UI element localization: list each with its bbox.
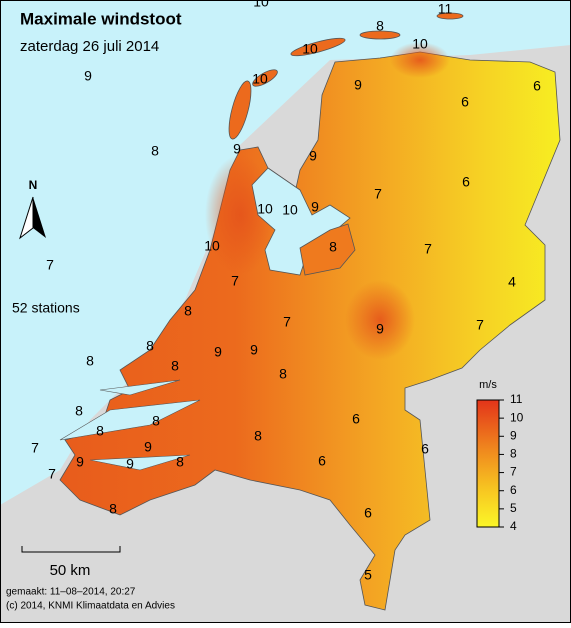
- scale-label: 50 km: [50, 562, 91, 579]
- station-value: 8: [146, 338, 154, 354]
- north-arrow: [33, 197, 46, 238]
- legend-unit: m/s: [479, 379, 497, 391]
- color-bar: [476, 399, 500, 528]
- station-count: 52 stations: [12, 300, 80, 316]
- station-value: 8: [152, 413, 160, 429]
- scale-bar: [21, 546, 121, 553]
- station-value: 7: [424, 241, 432, 257]
- island: [359, 30, 401, 40]
- station-value: 10: [257, 201, 273, 217]
- station-value: 6: [461, 94, 469, 110]
- legend-tick-label: 8: [510, 447, 517, 461]
- station-value: 7: [374, 186, 382, 202]
- footer: gemaakt: 11–08–2014, 20:27: [6, 587, 136, 598]
- subtitle: zaterdag 26 juli 2014: [20, 38, 159, 55]
- station-value: 7: [48, 466, 56, 482]
- legend-tick-label: 5: [510, 501, 517, 515]
- station-value: 8: [109, 501, 117, 517]
- station-value: 9: [84, 68, 92, 84]
- island: [290, 37, 346, 57]
- station-value: 9: [214, 344, 222, 360]
- legend-tick-label: 10: [510, 410, 524, 424]
- station-value: 8: [171, 358, 179, 374]
- station-value: 9: [233, 141, 241, 157]
- north-label: N: [29, 178, 38, 192]
- station-value: 9: [376, 321, 384, 337]
- station-value: 10: [252, 71, 268, 87]
- station-value: 10: [204, 238, 220, 254]
- legend-tick-label: 7: [510, 465, 517, 479]
- station-value: 7: [283, 314, 291, 330]
- station-value: 6: [462, 174, 470, 190]
- station-value: 9: [354, 77, 362, 93]
- hot-zone: [345, 280, 415, 360]
- station-value: 8: [86, 353, 94, 369]
- station-value: 10: [302, 41, 318, 57]
- station-value: 10: [412, 36, 428, 52]
- station-value: 9: [76, 454, 84, 470]
- station-value: 8: [376, 18, 384, 34]
- sea: [0, 0, 571, 505]
- footer: (c) 2014, KNMI Klimaatdata en Advies: [6, 601, 175, 612]
- station-value: 8: [329, 239, 337, 255]
- flevoland: [299, 223, 356, 276]
- station-value: 7: [31, 440, 39, 456]
- station-value: 8: [279, 366, 287, 382]
- legend-tick-label: 6: [510, 483, 517, 497]
- station-value: 6: [318, 453, 326, 469]
- station-value: 6: [364, 505, 372, 521]
- zeeland-water: [59, 379, 201, 471]
- station-value: 9: [144, 439, 152, 455]
- hot-zone: [390, 42, 450, 78]
- station-value: 10: [282, 202, 298, 218]
- station-value: 8: [254, 428, 262, 444]
- station-value: 9: [309, 148, 317, 164]
- station-value: 9: [126, 456, 134, 472]
- station-value: 7: [46, 257, 54, 273]
- station-value: 11: [438, 1, 453, 17]
- station-value: 5: [364, 567, 372, 583]
- title: Maximale windstoot: [20, 9, 182, 28]
- island: [436, 12, 464, 20]
- station-value: 7: [476, 317, 484, 333]
- station-value: 6: [352, 411, 360, 427]
- station-value: 6: [533, 78, 541, 94]
- station-value: 10: [253, 0, 269, 10]
- legend-tick-label: 4: [510, 519, 517, 533]
- station-value: 8: [75, 403, 83, 419]
- station-value: 8: [96, 423, 104, 439]
- station-value: 8: [184, 303, 192, 319]
- legend-tick-label: 11: [510, 392, 523, 406]
- station-value: 9: [311, 199, 319, 215]
- station-value: 9: [250, 342, 258, 358]
- station-value: 4: [508, 274, 516, 290]
- station-value: 8: [176, 454, 184, 470]
- island: [252, 69, 278, 87]
- station-value: 7: [231, 273, 239, 289]
- island: [228, 80, 252, 140]
- legend-tick-label: 9: [510, 428, 517, 442]
- station-value: 6: [421, 441, 429, 457]
- station-value: 8: [151, 143, 159, 159]
